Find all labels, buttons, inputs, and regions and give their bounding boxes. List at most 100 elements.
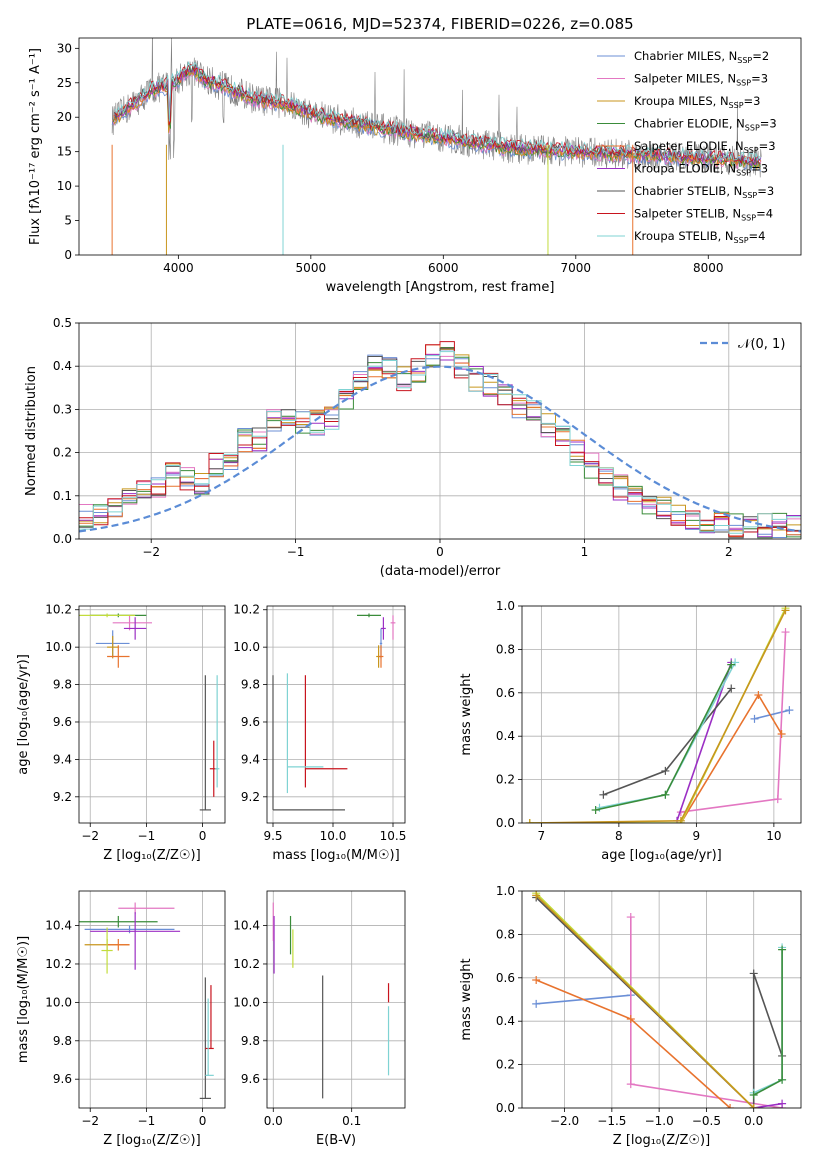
axes-frame xyxy=(521,890,802,1109)
x-tick-label: −2 xyxy=(81,829,99,843)
axes-frame xyxy=(78,605,226,824)
series-marker xyxy=(785,706,794,715)
series-marker xyxy=(754,690,763,699)
x-tick-label: 7000 xyxy=(561,261,592,275)
x-tick-label: 9 xyxy=(693,829,701,843)
y-tick-label: 0.4 xyxy=(496,729,515,743)
errorbar-point xyxy=(390,615,396,640)
series-marker xyxy=(778,1099,787,1108)
x-tick-label: 0 xyxy=(199,1114,207,1128)
series-marker xyxy=(778,1075,787,1084)
y-tick-label: 20 xyxy=(57,110,72,124)
errorbar-point xyxy=(357,613,381,618)
y-tick-label: 0.4 xyxy=(496,1014,515,1028)
x-axis-label: Z [log₁₀(Z/Z☉)] xyxy=(103,848,200,863)
plot-area-spectrum xyxy=(111,38,762,255)
series-marker xyxy=(532,891,541,900)
plot-area-age_vs_Z xyxy=(79,613,220,811)
errorbar-point xyxy=(286,673,324,794)
y-tick-label: 9.4 xyxy=(241,752,260,766)
figure-title: PLATE=0616, MJD=52374, FIBERID=0226, z=0… xyxy=(246,15,633,33)
series-marker xyxy=(726,1104,735,1108)
series-line-0 xyxy=(754,709,790,720)
x-tick-label: 1 xyxy=(581,545,589,559)
x-axis-label: Z [log₁₀(Z/Z☉)] xyxy=(613,1133,710,1148)
series-marker xyxy=(626,1080,635,1089)
y-tick-label: 10.0 xyxy=(233,640,260,654)
errorbar-point xyxy=(107,635,119,659)
legend-label: 𝒩(0, 1) xyxy=(738,337,785,352)
histogram-legend: 𝒩(0, 1) xyxy=(700,337,785,352)
y-tick-label: 0.2 xyxy=(496,773,515,787)
y-axis-label: mass [log₁₀(M/M☉)] xyxy=(16,936,31,1063)
plot-area-mass_weight_vs_age xyxy=(525,606,794,823)
series-marker xyxy=(626,1015,635,1024)
y-tick-label: 10.2 xyxy=(233,957,260,971)
y-axis-label: mass weight xyxy=(459,958,474,1040)
axes-age_vs_Z: −2 −1 0 9.2 9.4 9.6 9.8 10.0 10.2 Z [log₁₀(Z/Z☉)]… xyxy=(16,603,226,863)
series-line-2 xyxy=(535,979,731,1108)
series-line-5 xyxy=(753,947,783,1094)
y-tick-label: 9.6 xyxy=(53,1072,72,1086)
x-axis-label: E(B-V) xyxy=(316,1133,356,1148)
errorbar-point xyxy=(79,613,136,618)
axes-mass_vs_Z: −2 −1 0 9.6 9.8 10.0 10.2 10.4 Z [log₁₀(Z/Z☉)] ma… xyxy=(16,890,226,1148)
y-tick-label: 0.2 xyxy=(53,446,72,460)
errorbar-point xyxy=(107,645,130,668)
y-tick-label: 0 xyxy=(64,248,72,262)
errorbar-point xyxy=(304,675,348,788)
legend-label: Salpeter ELODIE, NSSP=3 xyxy=(634,139,776,155)
series-marker xyxy=(599,790,608,799)
series-marker xyxy=(781,628,790,637)
y-tick-label: 10.2 xyxy=(233,603,260,617)
errorbar-point xyxy=(199,675,211,811)
y-tick-label: 30 xyxy=(57,41,72,55)
y-tick-label: 10.0 xyxy=(233,995,260,1009)
axes-frame xyxy=(521,605,802,824)
histogram-step-4 xyxy=(79,344,801,538)
y-tick-label: 9.6 xyxy=(241,715,260,729)
spectrum-legend: Chabrier MILES, NSSP=2 Salpeter MILES, NS… xyxy=(597,49,777,245)
series-marker xyxy=(749,1104,758,1108)
y-tick-label: 0.6 xyxy=(496,686,515,700)
series-marker xyxy=(532,975,541,984)
y-tick-label: 9.8 xyxy=(53,678,72,692)
axes-frame xyxy=(78,322,802,540)
legend-label: Kroupa STELIB, NSSP=4 xyxy=(634,229,765,245)
plot-area-residual_histogram xyxy=(79,341,801,539)
errorbar-point xyxy=(205,985,214,1050)
x-tick-label: 5000 xyxy=(296,261,327,275)
spectrum-model-line-8 xyxy=(114,60,762,163)
y-axis-label: Normed distribution xyxy=(24,366,39,496)
axes-frame xyxy=(78,890,226,1109)
axes-spectrum: 4000 5000 6000 7000 8000 0 5 10 15 20 25 30 waveleng… xyxy=(28,37,802,295)
y-axis-label: mass weight xyxy=(459,673,474,755)
normal-curve-line xyxy=(79,365,801,533)
series-marker xyxy=(749,969,758,978)
y-tick-label: 0.8 xyxy=(496,642,515,656)
x-axis-label: Z [log₁₀(Z/Z☉)] xyxy=(103,1133,200,1148)
y-tick-label: 0.0 xyxy=(496,1101,515,1115)
x-axis-label: wavelength [Angstrom, rest frame] xyxy=(326,280,555,295)
axes-age_vs_mass: 9.5 10.0 10.5 9.2 9.4 9.6 9.8 10.0 10.2 mass [log… xyxy=(233,603,406,863)
x-tick-label: 0.0 xyxy=(744,1114,763,1128)
errorbar-point xyxy=(378,645,384,668)
x-tick-label: 8000 xyxy=(693,261,724,275)
series-marker xyxy=(626,913,635,922)
errorbar-point xyxy=(112,615,152,631)
y-tick-label: 0.6 xyxy=(496,971,515,985)
series-marker xyxy=(777,730,786,739)
y-tick-label: 9.8 xyxy=(241,1034,260,1048)
spectrum-model-line-5 xyxy=(113,65,762,167)
series-line-5 xyxy=(599,662,736,809)
spectrum-model-line-4 xyxy=(113,67,762,166)
x-tick-label: 2 xyxy=(725,545,733,559)
y-tick-label: 10.2 xyxy=(45,957,72,971)
legend-label: Chabrier MILES, NSSP=2 xyxy=(634,49,769,65)
series-marker xyxy=(781,606,790,615)
y-tick-label: 15 xyxy=(57,145,72,159)
series-marker xyxy=(727,684,736,693)
series-marker xyxy=(525,819,534,823)
series-marker xyxy=(532,999,541,1008)
errorbar-point xyxy=(101,927,113,974)
